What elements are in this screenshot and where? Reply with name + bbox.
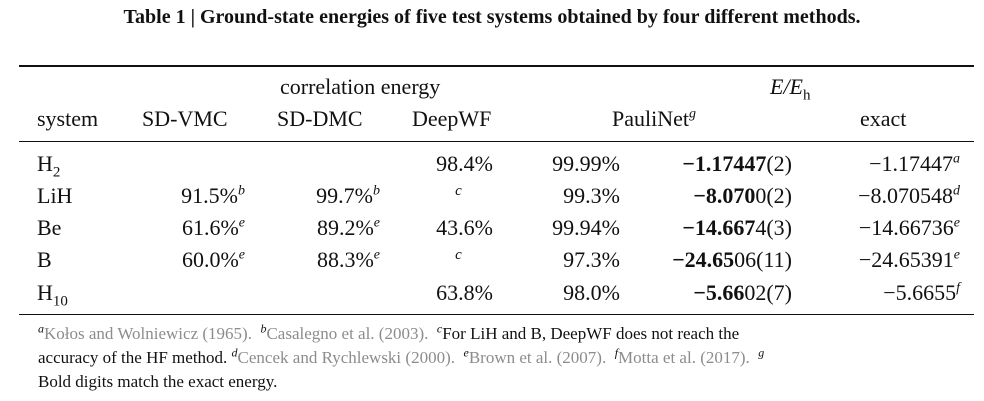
row-paulinet-percent: 99.99%	[552, 151, 620, 176]
row-sd-dmc: 89.2%e	[316, 215, 380, 240]
row-deepwf: 98.4%	[436, 151, 493, 176]
row-deepwf: 43.6%	[436, 215, 493, 240]
row-paulinet-percent: 97.3%	[563, 247, 620, 272]
row-sd-vmc: 60.0%e	[181, 247, 245, 272]
row-sd-dmc: 88.3%e	[316, 247, 380, 272]
row-paulinet-percent: 99.3%	[563, 183, 620, 208]
row-deepwf: c	[455, 247, 462, 263]
row-exact: −24.65391e	[858, 247, 960, 272]
header-deepwf: DeepWF	[412, 106, 492, 131]
row-paulinet-energy: −24.6506(11)	[672, 247, 792, 272]
row-paulinet-energy: −14.6674(3)	[682, 215, 792, 240]
row-exact: −1.17447a	[869, 151, 960, 176]
header-exact: exact	[860, 106, 907, 131]
bottom-rule	[19, 314, 974, 315]
row-deepwf: c	[455, 183, 462, 199]
table-caption: Table 1 | Ground-state energies of five …	[123, 6, 861, 28]
row-system: LiH	[37, 183, 73, 208]
row-deepwf: 63.8%	[436, 280, 493, 305]
footnote-ref-d: Cencek and Rychlewski (2000).	[237, 348, 455, 367]
footnote-ref-b: Casalegno et al. (2003).	[266, 324, 429, 343]
row-paulinet-energy: −1.17447(2)	[682, 151, 792, 176]
row-sd-dmc: 99.7%b	[316, 183, 380, 208]
row-sd-vmc: 61.6%e	[181, 215, 245, 240]
footnote-c-text: For LiH and B, DeepWF does not reach the	[442, 324, 740, 343]
header-energy-ratio: E/Eh	[770, 74, 811, 104]
footnotes-line-2: accuracy of the HF method. dCencek and R…	[38, 345, 765, 367]
row-system: H10	[37, 280, 68, 310]
row-system: Be	[37, 215, 62, 240]
footnotes-line-1: aKołos and Wolniewicz (1965). bCasalegno…	[38, 321, 740, 343]
row-paulinet-percent: 98.0%	[563, 280, 620, 305]
row-paulinet-energy: −8.0700(2)	[693, 183, 792, 208]
header-sd-vmc: SD-VMC	[142, 106, 228, 131]
header-sd-dmc: SD-DMC	[277, 106, 363, 131]
row-exact: −14.66736e	[858, 215, 960, 240]
header-system: system	[37, 106, 99, 131]
header-paulinet: PauliNetg	[612, 106, 696, 131]
row-exact: −5.6655f	[883, 280, 960, 305]
footnote-ref-a: Kołos and Wolniewicz (1965).	[44, 324, 252, 343]
footnote-ref-e: Brown et al. (2007).	[468, 348, 607, 367]
row-system: B	[37, 247, 52, 272]
header-correlation-energy: correlation energy	[280, 74, 441, 99]
row-system: H2	[37, 151, 61, 181]
row-sd-vmc: 91.5%b	[181, 183, 245, 208]
row-paulinet-percent: 99.94%	[552, 215, 620, 240]
row-exact: −8.070548d	[858, 183, 960, 208]
top-rule	[19, 65, 974, 67]
row-paulinet-energy: −5.6602(7)	[693, 280, 792, 305]
mid-rule	[19, 141, 974, 142]
footnote-ref-f: Motta et al. (2017).	[618, 348, 750, 367]
footnotes-line-3: Bold digits match the exact energy.	[38, 372, 278, 391]
